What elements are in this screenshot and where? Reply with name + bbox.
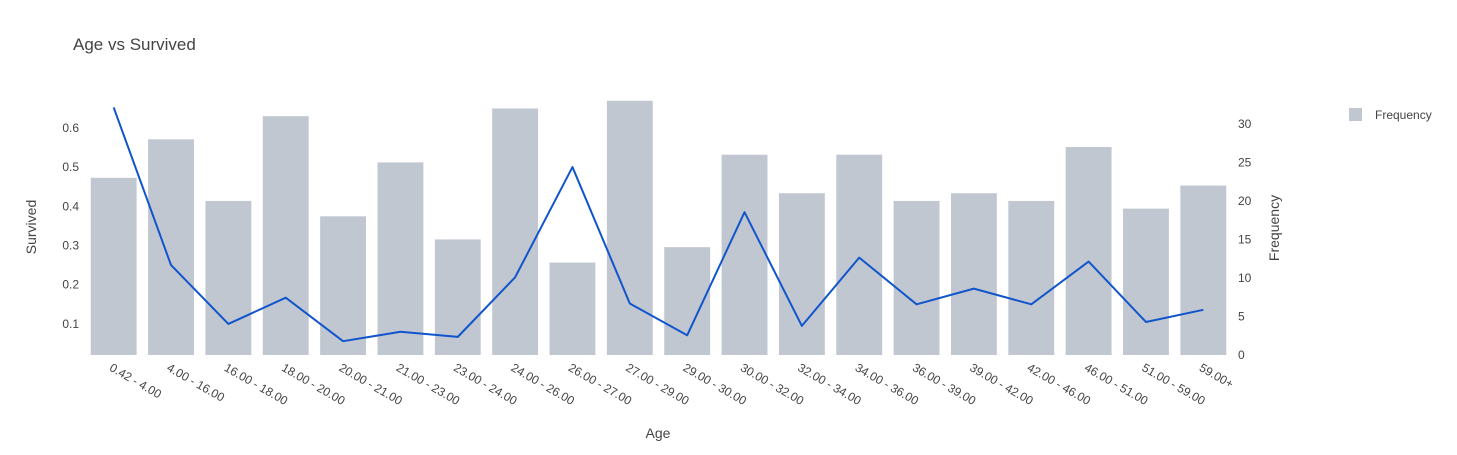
x-tick-label-1: 4.00 - 16.00 <box>165 360 228 404</box>
legend-swatch-frequency[interactable] <box>1349 108 1362 121</box>
bar-12[interactable] <box>778 193 825 355</box>
x-tick-label-14: 36.00 - 39.00 <box>910 360 979 408</box>
left-tick-label-1: 0.2 <box>62 278 79 292</box>
x-tick-label-0: 0.42 - 4.00 <box>107 360 164 401</box>
left-tick-label-3: 0.4 <box>62 199 79 213</box>
left-tick-label-4: 0.5 <box>62 160 79 174</box>
right-tick-label-5: 25 <box>1238 155 1252 169</box>
x-tick-label-6: 23.00 - 24.00 <box>451 360 520 408</box>
line-layer <box>112 107 1204 343</box>
bar-18[interactable] <box>1123 208 1169 355</box>
right-tick-label-3: 15 <box>1238 232 1252 246</box>
bar-17[interactable] <box>1065 146 1112 355</box>
left-axis-title: Survived <box>23 200 39 254</box>
bar-9[interactable] <box>606 100 653 356</box>
left-tick-label-5: 0.6 <box>62 121 79 135</box>
x-tick-label-12: 32.00 - 34.00 <box>795 360 864 408</box>
x-tick-label-2: 16.00 - 18.00 <box>222 360 291 408</box>
right-tick-label-1: 5 <box>1238 309 1245 323</box>
right-tick-label-4: 20 <box>1238 194 1252 208</box>
bar-0[interactable] <box>90 177 137 355</box>
bar-14[interactable] <box>893 200 940 355</box>
bar-7[interactable] <box>492 108 539 355</box>
bar-11[interactable] <box>721 154 768 355</box>
left-tick-label-0: 0.1 <box>62 317 79 331</box>
left-axis-ticks: 0.1 0.2 0.3 0.4 0.5 0.6 <box>62 121 79 331</box>
bar-8[interactable] <box>549 262 596 355</box>
right-tick-label-6: 30 <box>1238 117 1252 131</box>
right-axis-title: Frequency <box>1266 195 1282 261</box>
x-tick-label-9: 27.00 - 29.00 <box>623 360 692 408</box>
x-tick-label-18: 51.00 - 59.00 <box>1139 360 1208 408</box>
x-tick-label-7: 24.00 - 26.00 <box>509 360 578 408</box>
left-tick-label-2: 0.3 <box>62 239 79 253</box>
x-tick-label-19: 59.00+ <box>1197 360 1236 391</box>
x-tick-label-11: 30.00 - 32.00 <box>738 360 807 408</box>
chart-title: Age vs Survived <box>73 35 196 54</box>
bar-15[interactable] <box>950 193 997 355</box>
right-tick-label-2: 10 <box>1238 271 1252 285</box>
x-tick-label-16: 42.00 - 46.00 <box>1025 360 1094 408</box>
legend[interactable]: Frequency <box>1349 108 1432 122</box>
bar-3[interactable] <box>262 116 309 356</box>
x-tick-label-10: 29.00 - 30.00 <box>681 360 750 408</box>
bar-2[interactable] <box>205 200 252 355</box>
x-axis-title: Age <box>646 425 671 441</box>
bars-layer <box>90 100 1227 356</box>
bar-1[interactable] <box>148 139 194 355</box>
bar-5[interactable] <box>377 162 424 355</box>
x-tick-label-4: 20.00 - 21.00 <box>337 360 406 408</box>
right-axis-ticks: 0 5 10 15 20 25 30 <box>1238 117 1252 362</box>
survived-line[interactable] <box>112 107 1204 343</box>
x-tick-label-15: 39.00 - 42.00 <box>967 360 1036 408</box>
legend-label-frequency[interactable]: Frequency <box>1375 108 1432 122</box>
x-tick-label-17: 46.00 - 51.00 <box>1082 360 1151 408</box>
bar-13[interactable] <box>836 154 883 355</box>
x-tick-label-8: 26.00 - 27.00 <box>566 360 635 408</box>
bar-4[interactable] <box>320 216 367 355</box>
x-tick-label-3: 18.00 - 20.00 <box>279 360 348 408</box>
x-tick-label-13: 34.00 - 36.00 <box>853 360 922 408</box>
right-tick-label-0: 0 <box>1238 348 1245 362</box>
x-tick-label-5: 21.00 - 23.00 <box>394 360 463 408</box>
bar-19[interactable] <box>1180 185 1227 355</box>
bar-16[interactable] <box>1008 200 1055 355</box>
